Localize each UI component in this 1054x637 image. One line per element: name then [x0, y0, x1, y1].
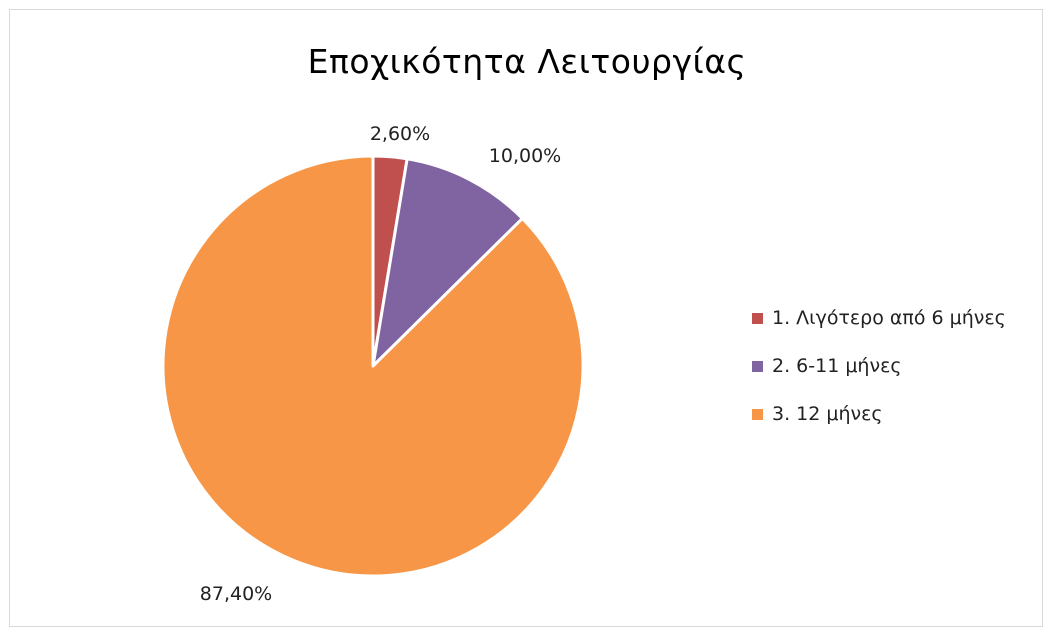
legend-swatch — [752, 408, 763, 420]
legend-label: 2. 6-11 μήνες — [772, 355, 902, 377]
legend-label: 3. 12 μήνες — [772, 403, 883, 425]
pie-slice — [161, 154, 585, 578]
legend-item: 3. 12 μήνες — [752, 401, 1006, 427]
data-label: 10,00% — [489, 145, 561, 167]
chart-title: Εποχικότητα Λειτουργίας — [307, 42, 747, 81]
data-label: 87,40% — [200, 583, 272, 605]
legend-swatch — [752, 360, 763, 372]
data-label: 2,60% — [370, 123, 430, 145]
legend-swatch — [752, 312, 763, 324]
legend-item: 1. Λιγότερο από 6 μήνες — [752, 305, 1006, 331]
pie-slice — [371, 157, 524, 368]
chart-legend: 1. Λιγότερο από 6 μήνες 2. 6-11 μήνες 3.… — [752, 305, 1006, 449]
legend-label: 1. Λιγότερο από 6 μήνες — [772, 307, 1006, 329]
legend-item: 2. 6-11 μήνες — [752, 353, 1006, 379]
